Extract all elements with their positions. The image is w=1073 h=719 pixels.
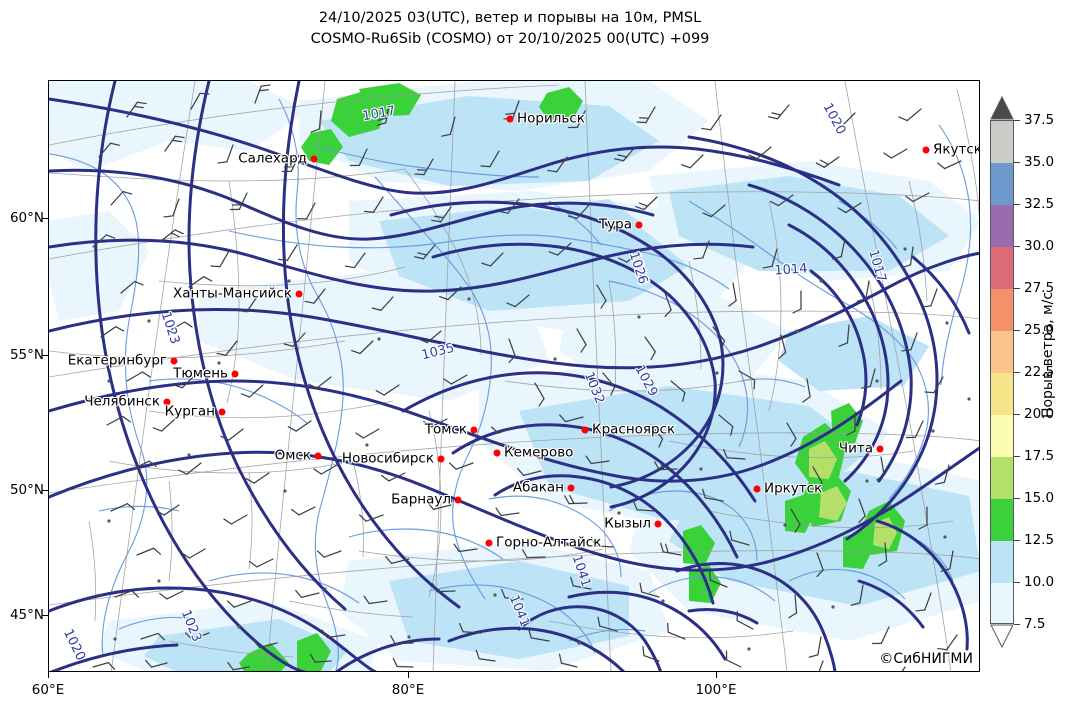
colorbar-over-arrow: [990, 96, 1014, 120]
latitude-tick-mark: [42, 615, 48, 617]
colorbar-segment: [991, 415, 1013, 457]
colorbar-segment: [991, 331, 1013, 373]
colorbar-tick-mark: [1014, 456, 1020, 458]
latitude-tick-mark: [42, 355, 48, 357]
colorbar-tick-mark: [1014, 288, 1020, 290]
colorbar-title: Порыв ветра, м/с: [1040, 291, 1056, 419]
longitude-tick-label: 80°E: [391, 682, 425, 698]
gust-shading-12-15: [239, 83, 905, 671]
colorbar-tick-label: 25.0: [1024, 322, 1055, 338]
latitude-tick-mark: [42, 490, 48, 492]
isobar-label: 1014: [773, 261, 809, 279]
longitude-tick-mark: [716, 672, 718, 678]
colorbar-tick-mark: [1014, 162, 1020, 164]
colorbar-tick-label: 15.0: [1024, 490, 1055, 506]
colorbar-segment: [991, 541, 1013, 583]
colorbar-segment: [991, 205, 1013, 247]
latitude-tick-label: 55°N: [9, 347, 44, 363]
colorbar-tick-label: 37.5: [1024, 112, 1055, 128]
longitude-tick-label: 60°E: [31, 682, 65, 698]
colorbar-tick-label: 12.5: [1024, 532, 1055, 548]
colorbar-segment: [991, 247, 1013, 289]
credit-label: ©СибНИГМИ: [879, 651, 973, 667]
latitude-tick-label: 45°N: [9, 607, 44, 623]
colorbar-tick-label: 7.5: [1024, 616, 1046, 632]
colorbar-segment: [991, 289, 1013, 331]
latitude-tick-mark: [42, 218, 48, 220]
colorbar-tick-label: 17.5: [1024, 448, 1055, 464]
colorbar-segment: [991, 163, 1013, 205]
longitude-tick-label: 100°E: [695, 682, 737, 698]
colorbar-tick-mark: [1014, 414, 1020, 416]
colorbar-segment: [991, 121, 1013, 163]
colorbar-segment: [991, 373, 1013, 415]
colorbar-tick-mark: [1014, 498, 1020, 500]
title-line-1: 24/10/2025 03(UTC), ветер и порывы на 10…: [318, 10, 702, 26]
map-canvas: [49, 81, 979, 671]
gust-shading-15-17: [809, 441, 897, 549]
colorbar-tick-mark: [1014, 624, 1020, 626]
chart-title-block: 24/10/2025 03(UTC), ветер и порывы на 10…: [0, 8, 1020, 50]
title-line-2: COSMO-Ru6Sib (COSMO) от 20/10/2025 00(UT…: [310, 31, 710, 48]
map-plot-area[interactable]: Норильск Салехард Якутск Тура Ханты-Мансийск…: [48, 80, 980, 672]
latitude-tick-label: 60°N: [9, 210, 44, 226]
colorbar-gradient: [990, 120, 1014, 624]
colorbar-tick-label: 22.5: [1024, 364, 1055, 380]
colorbar-tick-mark: [1014, 204, 1020, 206]
longitude-tick-mark: [408, 672, 410, 678]
colorbar-tick-mark: [1014, 246, 1020, 248]
rivers-layer: [49, 98, 972, 671]
latitude-tick-label: 50°N: [9, 482, 44, 498]
colorbar-tick-mark: [1014, 582, 1020, 584]
colorbar-tick-mark: [1014, 372, 1020, 374]
colorbar-tick-label: 35.0: [1024, 154, 1055, 170]
colorbar-tick-label: 32.5: [1024, 196, 1055, 212]
colorbar-tick-label: 27.5: [1024, 280, 1055, 296]
station-dots-layer: [107, 247, 971, 657]
colorbar-tick-mark: [1014, 120, 1020, 122]
colorbar-tick-mark: [1014, 540, 1020, 542]
colorbar[interactable]: 37.5 35.0 32.5 30.0 27.5 25.0 22.5 20.0 17.5 15.0…: [990, 96, 1054, 648]
colorbar-segment: [991, 583, 1013, 623]
colorbar-tick-label: 20.0: [1024, 406, 1055, 422]
longitude-tick-mark: [48, 672, 50, 678]
colorbar-segment: [991, 457, 1013, 499]
colorbar-tick-mark: [1014, 330, 1020, 332]
colorbar-tick-label: 30.0: [1024, 238, 1055, 254]
colorbar-under-arrow: [990, 624, 1014, 648]
wind-barbs-layer: [92, 84, 962, 671]
colorbar-tick-label: 10.0: [1024, 574, 1055, 590]
colorbar-segment: [991, 499, 1013, 541]
